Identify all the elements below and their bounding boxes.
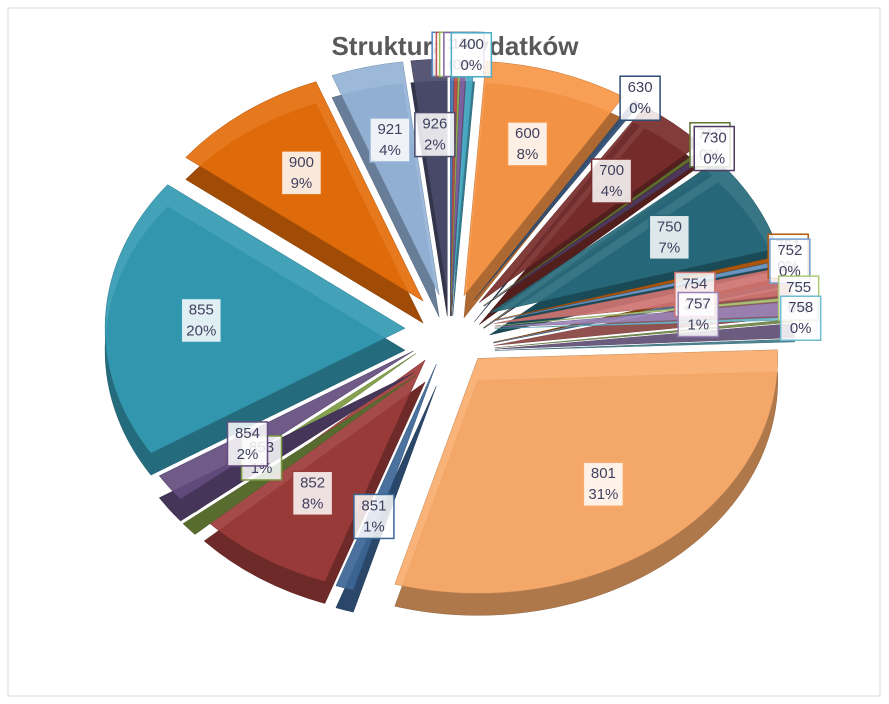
- category-label: 752: [777, 242, 802, 259]
- value-label: 20%: [186, 322, 216, 339]
- value-label: 0%: [629, 100, 651, 117]
- value-label: 7%: [658, 239, 680, 256]
- category-label: 755: [786, 279, 811, 296]
- data-label-box: [590, 158, 633, 204]
- data-label-box: [506, 121, 549, 167]
- category-label: 750: [657, 218, 682, 235]
- value-label: 2%: [237, 446, 259, 463]
- category-label: 852: [300, 474, 325, 491]
- category-label: 926: [422, 116, 447, 133]
- value-label: 8%: [302, 495, 324, 512]
- category-label: 630: [628, 79, 653, 96]
- data-label-box: [693, 125, 735, 172]
- slice: [158, 350, 414, 500]
- data-label-box: [291, 470, 334, 517]
- category-label: 855: [189, 301, 214, 318]
- slice: [331, 61, 440, 296]
- value-label: 4%: [379, 142, 401, 159]
- data-label-box: [619, 75, 661, 121]
- data-labels: 0100%0200%1000%1500%4000%6008%6300%7004%…: [180, 31, 822, 540]
- data-label-box: [582, 461, 625, 507]
- value-label: 9%: [291, 175, 313, 192]
- category-label: 851: [361, 497, 386, 514]
- category-label: 758: [788, 299, 813, 316]
- value-label: 0%: [790, 320, 812, 337]
- category-label: 730: [702, 130, 727, 147]
- data-label-box: [648, 214, 691, 261]
- value-label: 31%: [588, 486, 618, 503]
- data-label-box: [369, 117, 411, 163]
- category-label: 700: [599, 162, 624, 179]
- data-label-box: [280, 150, 323, 196]
- value-label: 0%: [703, 151, 725, 168]
- data-label-box: [226, 421, 269, 467]
- data-label-box: [414, 111, 456, 158]
- category-label: 757: [686, 295, 711, 312]
- slice: [463, 61, 624, 297]
- value-label: 2%: [424, 137, 446, 154]
- data-label-box: [180, 297, 223, 344]
- data-label-box: [779, 295, 822, 342]
- value-label: 1%: [687, 316, 709, 333]
- category-label: 854: [235, 425, 260, 442]
- value-label: 0%: [461, 57, 483, 74]
- category-label: 754: [682, 275, 707, 292]
- value-label: 8%: [517, 146, 539, 163]
- slice-side: [182, 375, 417, 535]
- category-label: 801: [591, 465, 616, 482]
- data-label-box: [353, 493, 395, 540]
- data-label-box: [677, 291, 719, 338]
- category-label: 400: [459, 36, 484, 53]
- category-label: 600: [515, 125, 540, 142]
- slice-side: [158, 372, 414, 522]
- slice: [104, 184, 406, 454]
- category-label: 900: [289, 154, 314, 171]
- category-label: 921: [377, 121, 402, 138]
- value-label: 1%: [363, 518, 385, 535]
- value-label: 4%: [601, 183, 623, 200]
- data-label-box: [450, 32, 493, 78]
